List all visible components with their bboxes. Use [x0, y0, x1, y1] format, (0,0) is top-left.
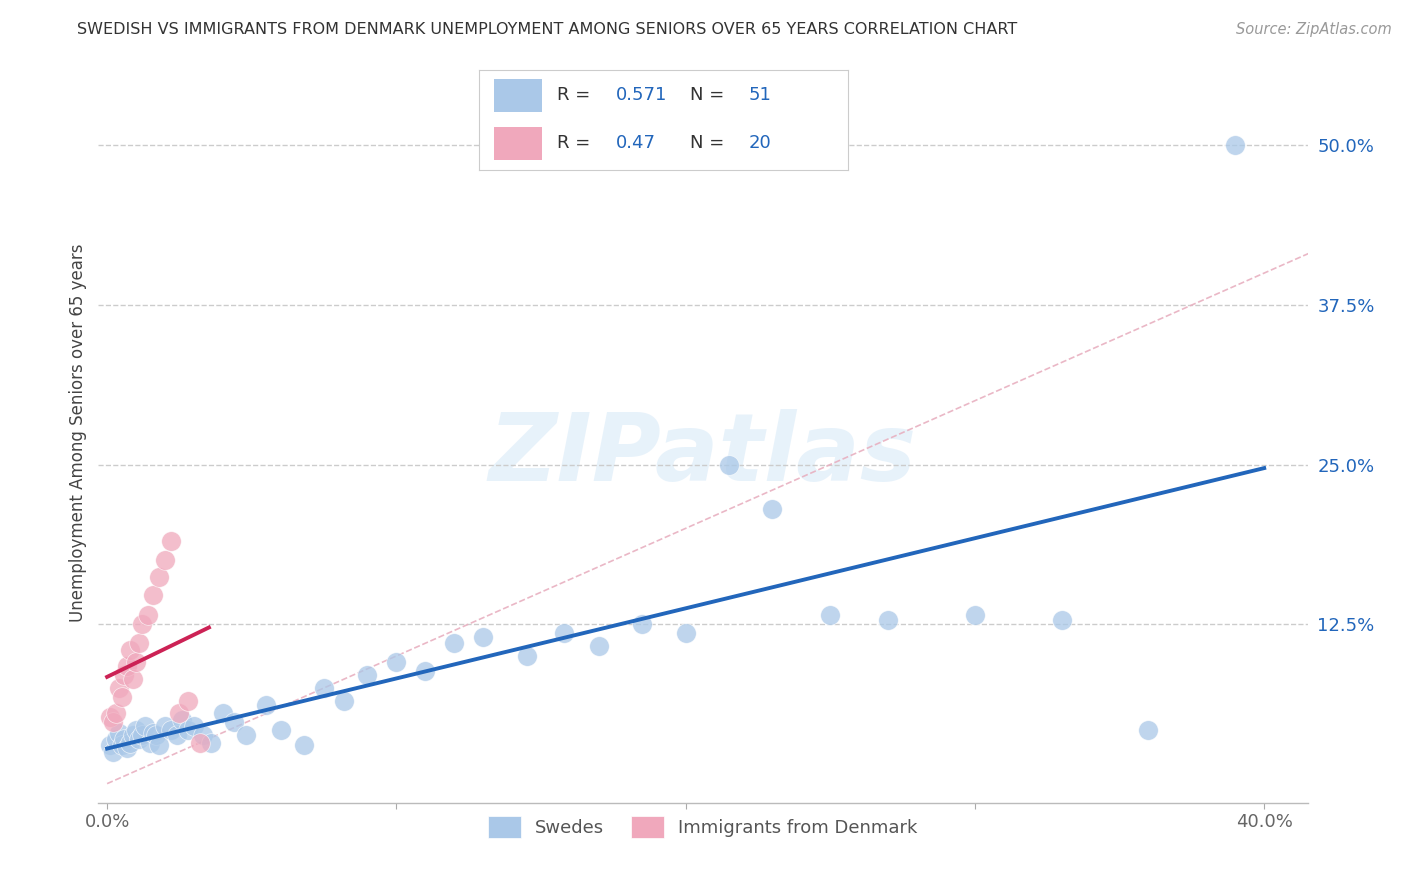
Legend: Swedes, Immigrants from Denmark: Swedes, Immigrants from Denmark — [481, 809, 925, 846]
Point — [104, 731, 127, 746]
Text: Source: ZipAtlas.com: Source: ZipAtlas.com — [1236, 22, 1392, 37]
Text: ZIPatlas: ZIPatlas — [489, 409, 917, 500]
Point — [169, 706, 191, 721]
Text: SWEDISH VS IMMIGRANTS FROM DENMARK UNEMPLOYMENT AMONG SENIORS OVER 65 YEARS CORR: SWEDISH VS IMMIGRANTS FROM DENMARK UNEMP… — [77, 22, 1018, 37]
Point — [148, 739, 170, 753]
Point — [101, 715, 124, 730]
Point — [114, 668, 136, 682]
Point — [211, 706, 233, 721]
Point — [1137, 723, 1160, 737]
Point — [200, 736, 222, 750]
Point — [333, 694, 356, 708]
Point — [877, 613, 900, 627]
Point — [718, 458, 741, 472]
Point — [98, 710, 121, 724]
Point — [101, 745, 124, 759]
Point — [145, 728, 167, 742]
Point — [385, 656, 408, 670]
Point — [631, 617, 654, 632]
Point — [122, 728, 145, 742]
Point — [114, 731, 136, 746]
Point — [128, 636, 150, 650]
Point — [104, 706, 127, 721]
Point — [117, 740, 139, 755]
Point — [963, 608, 986, 623]
Point — [142, 725, 165, 739]
Point — [588, 639, 610, 653]
Point — [224, 715, 246, 730]
Point — [553, 626, 575, 640]
Point — [125, 656, 148, 670]
Point — [107, 725, 129, 739]
Point — [107, 681, 129, 695]
Point — [235, 728, 257, 742]
Point — [188, 736, 211, 750]
Point — [820, 608, 842, 623]
Point — [122, 672, 145, 686]
Point — [98, 739, 121, 753]
Point — [191, 728, 214, 742]
Point — [139, 736, 162, 750]
Y-axis label: Unemployment Among Seniors over 65 years: Unemployment Among Seniors over 65 years — [69, 244, 87, 622]
Point — [142, 588, 165, 602]
Point — [153, 553, 176, 567]
Point — [413, 665, 436, 679]
Point — [153, 719, 176, 733]
Point — [1225, 138, 1247, 153]
Point — [128, 731, 150, 746]
Point — [125, 723, 148, 737]
Point — [675, 626, 697, 640]
Point — [443, 636, 465, 650]
Point — [110, 690, 132, 704]
Point — [120, 736, 142, 750]
Point — [177, 723, 200, 737]
Point — [515, 648, 537, 663]
Point — [254, 698, 277, 712]
Point — [117, 659, 139, 673]
Point — [177, 694, 200, 708]
Point — [472, 630, 495, 644]
Point — [136, 608, 159, 623]
Point — [131, 728, 153, 742]
Point — [761, 502, 783, 516]
Point — [292, 739, 315, 753]
Point — [110, 739, 132, 753]
Point — [120, 642, 142, 657]
Point — [1050, 613, 1073, 627]
Point — [172, 713, 194, 727]
Point — [270, 723, 292, 737]
Point — [356, 668, 378, 682]
Point — [159, 723, 181, 737]
Point — [312, 681, 335, 695]
Point — [159, 534, 181, 549]
Point — [134, 719, 156, 733]
Point — [131, 617, 153, 632]
Point — [166, 728, 188, 742]
Point — [183, 719, 205, 733]
Point — [148, 570, 170, 584]
